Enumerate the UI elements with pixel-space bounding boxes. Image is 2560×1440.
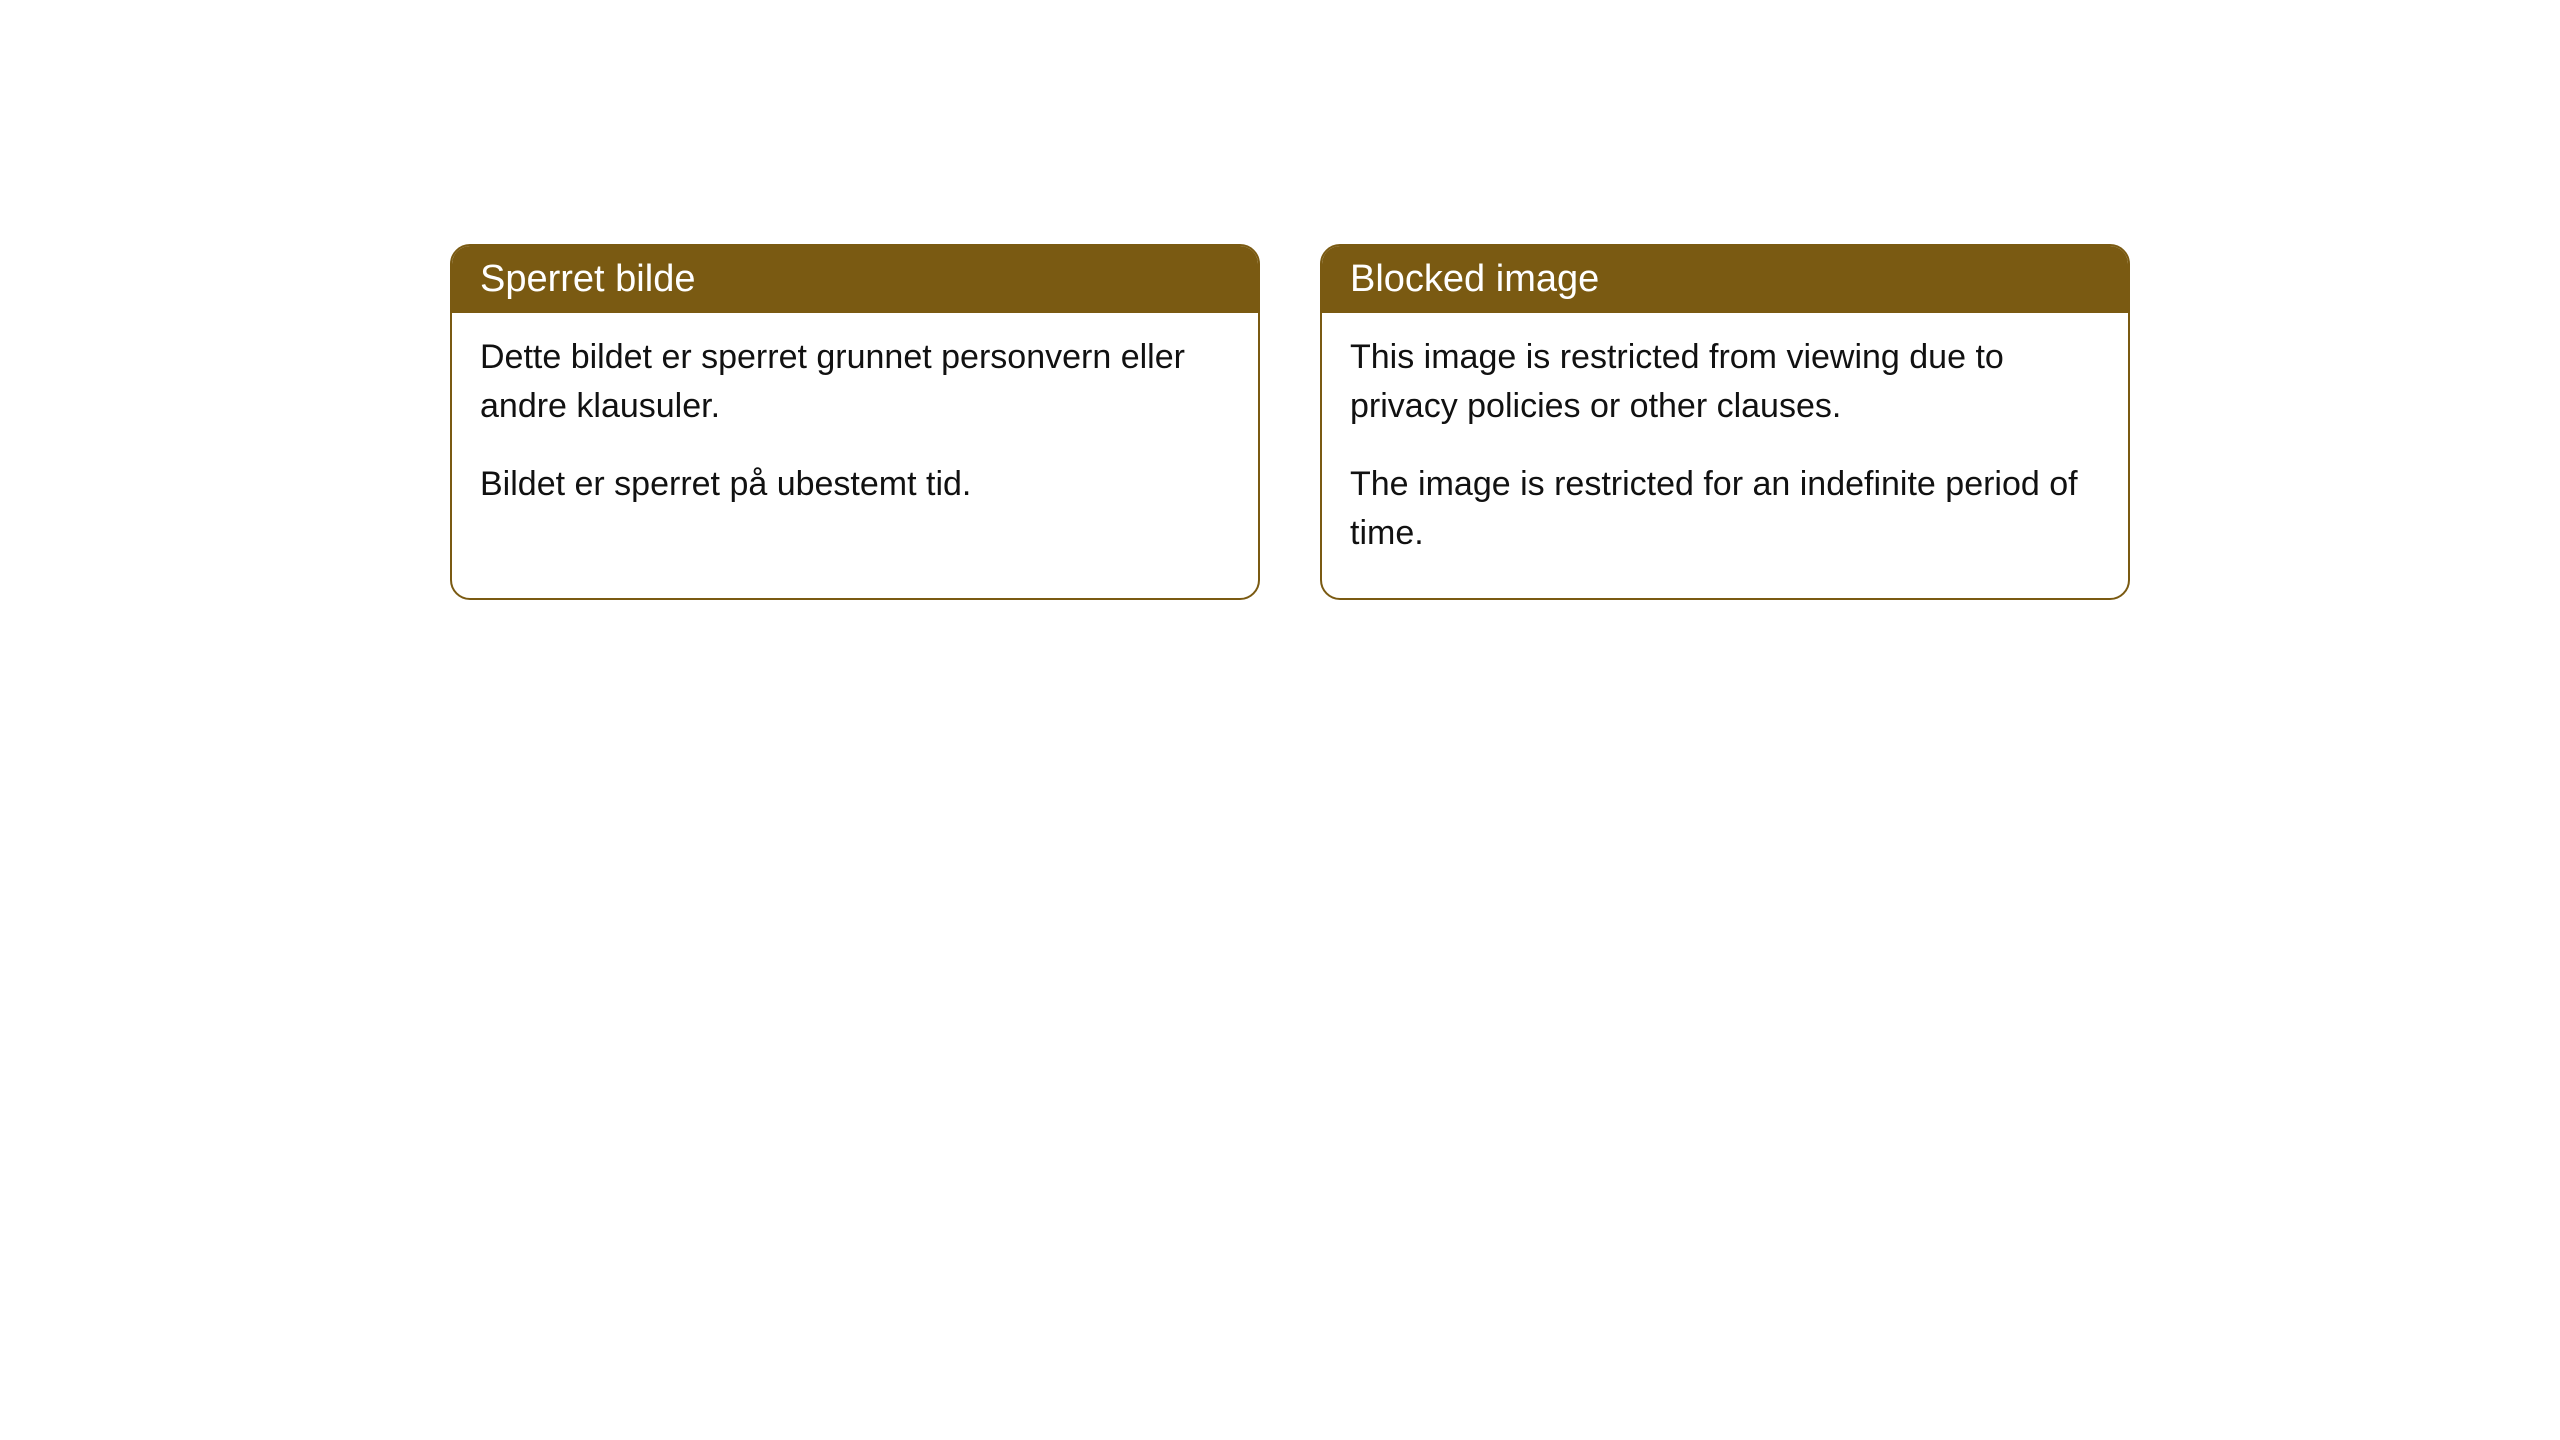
card-paragraph: Dette bildet er sperret grunnet personve… — [480, 333, 1230, 432]
card-header: Blocked image — [1322, 246, 2128, 313]
blocked-image-card-norwegian: Sperret bilde Dette bildet er sperret gr… — [450, 244, 1260, 600]
card-body: This image is restricted from viewing du… — [1322, 313, 2128, 598]
card-paragraph: This image is restricted from viewing du… — [1350, 333, 2100, 432]
notice-cards-container: Sperret bilde Dette bildet er sperret gr… — [450, 244, 2130, 600]
card-title: Blocked image — [1350, 258, 1599, 300]
card-body: Dette bildet er sperret grunnet personve… — [452, 313, 1258, 549]
card-header: Sperret bilde — [452, 246, 1258, 313]
card-title: Sperret bilde — [480, 258, 695, 300]
blocked-image-card-english: Blocked image This image is restricted f… — [1320, 244, 2130, 600]
card-paragraph: The image is restricted for an indefinit… — [1350, 460, 2100, 559]
card-paragraph: Bildet er sperret på ubestemt tid. — [480, 460, 1230, 509]
